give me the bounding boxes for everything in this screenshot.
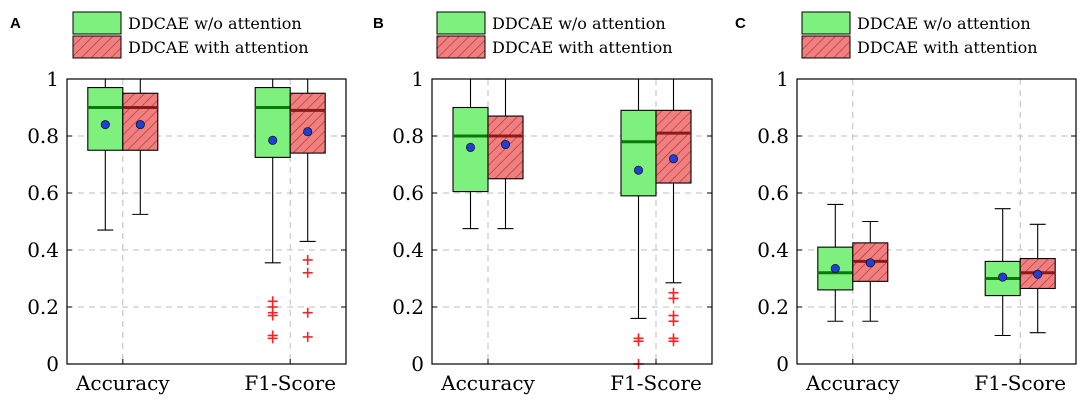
y-tick-label: 0.2	[27, 295, 59, 319]
legend: DDCAE w/o attention DDCAE with attention	[436, 11, 673, 59]
legend-swatch	[436, 35, 486, 59]
outlier-marker	[302, 307, 313, 318]
legend-label: DDCAE with attention	[857, 38, 1038, 57]
legend-label: DDCAE with attention	[492, 38, 673, 57]
mean-marker	[1033, 269, 1043, 279]
box-with-attention-f1-score	[289, 79, 326, 342]
mean-marker	[633, 165, 643, 175]
legend-label: DDCAE with attention	[128, 38, 309, 57]
outlier-marker	[267, 330, 278, 341]
box-wo-attention-f1-score	[254, 79, 291, 344]
mean-marker	[268, 135, 278, 145]
x-tick-label: Accuracy	[440, 371, 535, 395]
legend-label: DDCAE w/o attention	[492, 14, 666, 33]
mean-marker	[465, 142, 475, 152]
y-tick-label: 0.6	[757, 181, 789, 205]
y-tick-label: 0	[411, 352, 424, 376]
outlier-marker	[302, 254, 313, 265]
y-tick-label: 0.4	[757, 238, 789, 262]
box-with-attention-accuracy	[487, 79, 524, 230]
legend-swatch	[72, 35, 122, 59]
y-tick-label: 0.2	[757, 295, 789, 319]
outlier-marker	[267, 296, 278, 307]
box-wo-attention-accuracy	[452, 79, 489, 230]
outlier-marker	[633, 333, 644, 344]
legend: DDCAE w/o attention DDCAE with attention	[801, 11, 1038, 59]
axes-frame	[66, 78, 347, 365]
legend-label: DDCAE w/o attention	[857, 14, 1031, 33]
box-body	[289, 92, 326, 154]
y-tick-label: 0.8	[757, 124, 789, 148]
panel-letter: C	[735, 15, 746, 32]
box-wo-attention-accuracy	[817, 203, 854, 322]
y-tick-label: 0.8	[27, 124, 59, 148]
y-tick-label: 0.4	[392, 238, 424, 262]
y-tick-label: 0.2	[392, 295, 424, 319]
mean-marker	[998, 272, 1008, 282]
box-body	[655, 109, 692, 184]
y-tick-label: 0.4	[27, 238, 59, 262]
y-tick-label: 0	[776, 352, 789, 376]
box-wo-attention-accuracy	[87, 79, 124, 231]
panel-letter: A	[10, 15, 21, 32]
mean-marker	[865, 258, 875, 268]
legend: DDCAE w/o attention DDCAE with attention	[72, 11, 309, 59]
x-tick-label: Accuracy	[75, 371, 170, 395]
legend-swatch	[72, 11, 122, 35]
outlier-marker	[302, 331, 313, 342]
panel-B: B 0 0.2 0.4 0.6 0.8 1 Accuracy F1-Score DDCAE w/o…	[373, 11, 713, 395]
outlier-marker	[668, 333, 679, 344]
mean-marker	[135, 120, 145, 130]
y-tick-label: 0.8	[392, 124, 424, 148]
mean-marker	[500, 140, 510, 150]
y-tick-label: 0	[46, 352, 59, 376]
panel-A: A 0 0.2 0.4 0.6 0.8 1 Accuracy F1-Score DDCAE w/o…	[10, 11, 347, 395]
y-tick-label: 1	[776, 67, 789, 91]
outlier-marker	[668, 287, 679, 298]
box-wo-attention-f1-score	[620, 79, 657, 369]
box-body	[254, 87, 291, 158]
x-tick-label: F1-Score	[610, 371, 702, 395]
x-tick-label: F1-Score	[244, 371, 336, 395]
y-tick-label: 1	[46, 67, 59, 91]
axes-frame	[796, 78, 1077, 365]
panel-letter: B	[373, 15, 384, 32]
mean-marker	[668, 154, 678, 164]
legend-swatch	[801, 35, 851, 59]
mean-marker	[830, 264, 840, 274]
panel-C: C 0 0.2 0.4 0.6 0.8 1 Accuracy F1-Score DDCAE w/o…	[735, 11, 1077, 395]
x-tick-label: F1-Score	[974, 371, 1066, 395]
box-with-attention-f1-score	[1019, 223, 1056, 334]
box-body	[620, 109, 657, 197]
box-body	[87, 87, 124, 151]
y-tick-label: 1	[411, 67, 424, 91]
legend-swatch	[436, 11, 486, 35]
outlier-marker	[302, 267, 313, 278]
box-with-attention-accuracy	[122, 79, 159, 215]
x-tick-label: Accuracy	[805, 371, 900, 395]
axes-frame	[431, 78, 713, 365]
box-body	[122, 92, 159, 151]
legend-label: DDCAE w/o attention	[128, 14, 302, 33]
y-tick-label: 0.6	[27, 181, 59, 205]
legend-swatch	[801, 11, 851, 35]
box-with-attention-f1-score	[655, 79, 692, 347]
outlier-marker	[668, 310, 679, 321]
mean-marker	[100, 120, 110, 130]
box-with-attention-accuracy	[852, 220, 889, 322]
mean-marker	[303, 127, 313, 137]
box-wo-attention-f1-score	[984, 208, 1021, 337]
y-tick-label: 0.6	[392, 181, 424, 205]
